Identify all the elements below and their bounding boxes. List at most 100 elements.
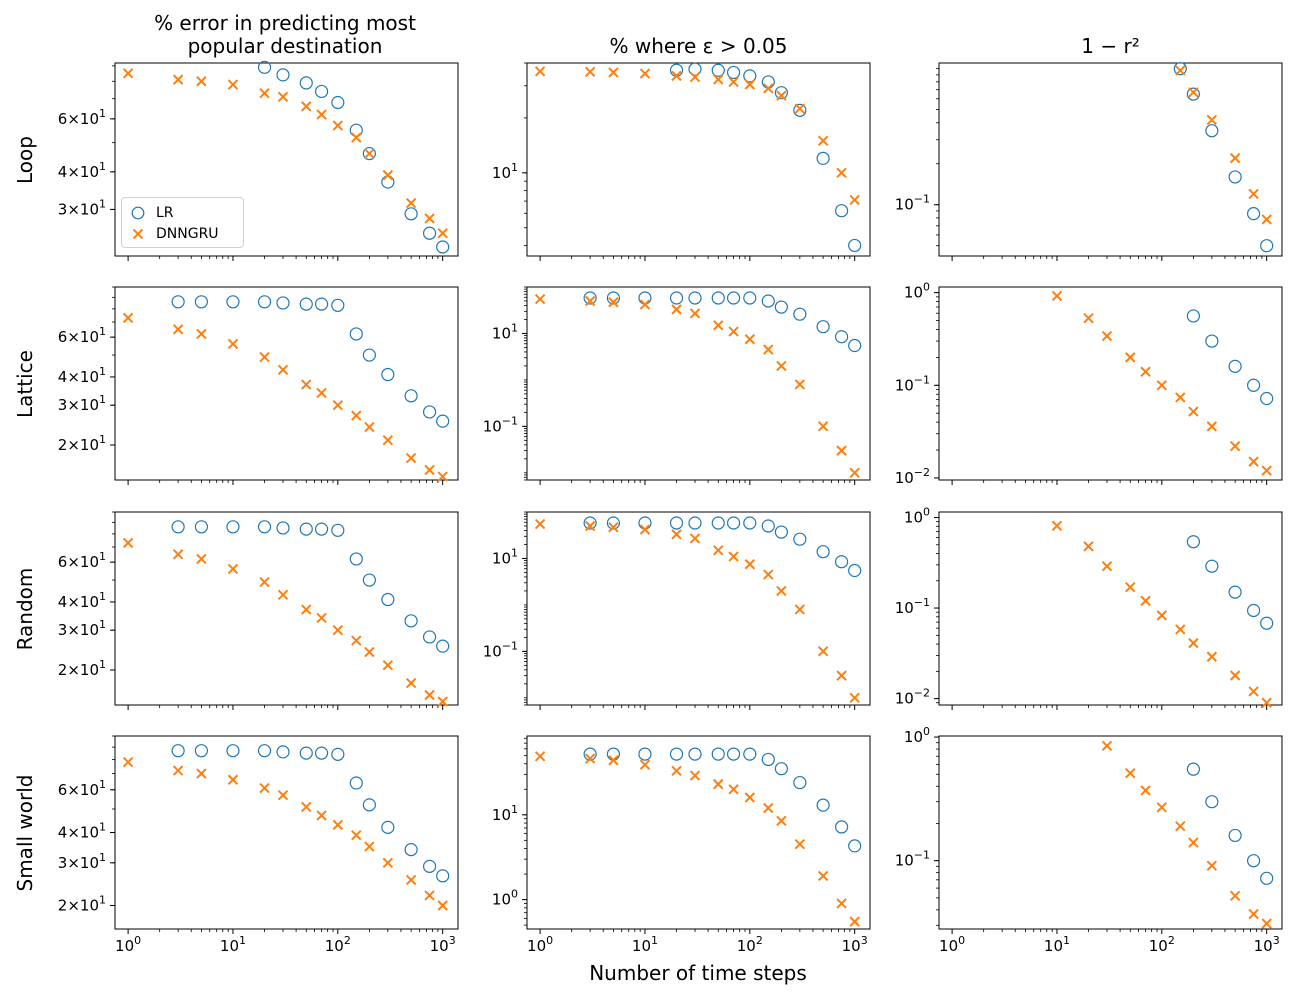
point-lr bbox=[1205, 559, 1219, 573]
x-tick-label: 102 bbox=[325, 934, 351, 955]
point-lr bbox=[743, 69, 757, 83]
x-tick-label: 100 bbox=[939, 934, 965, 955]
point-dnngru bbox=[744, 334, 756, 345]
point-lr bbox=[404, 614, 418, 628]
point-dnngru bbox=[364, 421, 375, 433]
point-lr bbox=[331, 95, 345, 110]
point-lr bbox=[1186, 87, 1200, 101]
point-dnngru bbox=[301, 379, 312, 390]
point-dnngru bbox=[1229, 890, 1241, 901]
point-dnngru bbox=[1083, 312, 1094, 324]
point-dnngru bbox=[382, 434, 394, 446]
point-lr bbox=[669, 291, 684, 305]
point-dnngru bbox=[584, 753, 596, 764]
point-dnngru bbox=[1140, 785, 1151, 796]
point-dnngru bbox=[817, 646, 829, 657]
point-dnngru bbox=[351, 410, 362, 421]
point-lr bbox=[1228, 359, 1242, 373]
point-dnngru bbox=[639, 759, 651, 770]
point-dnngru bbox=[534, 518, 546, 530]
point-dnngru bbox=[227, 338, 239, 350]
axes-frame bbox=[114, 286, 459, 481]
point-dnngru bbox=[1248, 188, 1259, 200]
point-dnngru bbox=[172, 324, 184, 335]
point-lr bbox=[848, 238, 862, 253]
point-lr bbox=[194, 295, 208, 309]
row-label-small-world: Small world bbox=[13, 774, 37, 892]
point-lr bbox=[848, 563, 862, 578]
point-dnngru bbox=[794, 379, 806, 390]
y-tick-label: 10−1 bbox=[895, 849, 930, 870]
point-dnngru bbox=[227, 79, 239, 90]
y-tick-label: 100 bbox=[492, 888, 518, 909]
point-dnngru bbox=[713, 74, 724, 85]
point-lr bbox=[331, 298, 345, 312]
point-dnngru bbox=[689, 770, 701, 781]
point-dnngru bbox=[259, 576, 270, 588]
legend-entry-lr: LR bbox=[130, 203, 174, 223]
point-dnngru bbox=[122, 537, 134, 549]
point-dnngru bbox=[316, 810, 327, 821]
x-tick-label: 100 bbox=[115, 934, 141, 955]
panel-loop-2: 10−1 bbox=[895, 62, 1283, 261]
axes-frame bbox=[938, 62, 1283, 257]
point-dnngru bbox=[1156, 610, 1168, 621]
panel-small-world-0: 100 101 102 103 6×101 4×101 3×101 2×101 bbox=[58, 735, 459, 955]
point-lr bbox=[711, 516, 725, 530]
point-dnngru bbox=[689, 533, 701, 544]
y-tick-label: 4×101 bbox=[58, 821, 106, 842]
col-title-error: % error in predicting most popular desti… bbox=[115, 12, 455, 58]
point-dnngru bbox=[332, 399, 344, 411]
point-lr bbox=[276, 68, 290, 82]
point-dnngru bbox=[763, 83, 774, 94]
axes-frame bbox=[526, 735, 871, 930]
point-lr bbox=[1260, 616, 1274, 630]
point-lr bbox=[194, 744, 208, 758]
point-lr bbox=[1228, 170, 1242, 184]
point-dnngru bbox=[836, 445, 847, 456]
point-lr bbox=[1260, 239, 1274, 253]
point-lr bbox=[816, 545, 830, 559]
point-lr bbox=[257, 520, 272, 534]
y-tick-label: 2×101 bbox=[58, 893, 106, 914]
point-dnngru bbox=[351, 829, 362, 841]
point-lr bbox=[726, 747, 741, 761]
point-lr bbox=[1246, 378, 1261, 392]
point-dnngru bbox=[763, 569, 774, 580]
x-tick-label: 101 bbox=[220, 934, 246, 955]
point-dnngru bbox=[728, 76, 739, 88]
point-dnngru bbox=[1175, 392, 1186, 403]
point-dnngru bbox=[849, 692, 860, 704]
point-dnngru bbox=[196, 76, 207, 87]
point-lr bbox=[314, 84, 329, 99]
point-dnngru bbox=[608, 297, 619, 308]
x-tick-label: 102 bbox=[1149, 934, 1175, 955]
x-tick-label: 101 bbox=[1044, 934, 1070, 955]
point-dnngru bbox=[332, 819, 344, 831]
point-lr bbox=[226, 744, 240, 758]
point-lr bbox=[711, 63, 725, 77]
point-dnngru bbox=[259, 88, 270, 99]
point-lr bbox=[583, 291, 597, 305]
point-dnngru bbox=[351, 132, 362, 143]
point-dnngru bbox=[639, 68, 651, 79]
y-tick-label: 101 bbox=[492, 803, 518, 824]
point-lr bbox=[314, 746, 329, 760]
point-dnngru bbox=[713, 778, 724, 790]
y-tick-label: 100 bbox=[904, 725, 930, 746]
point-dnngru bbox=[776, 815, 787, 826]
point-lr bbox=[436, 639, 450, 653]
point-dnngru bbox=[1248, 456, 1259, 467]
point-dnngru bbox=[1101, 330, 1113, 342]
point-dnngru bbox=[196, 328, 207, 340]
point-dnngru bbox=[227, 563, 239, 575]
y-tick-label: 10−1 bbox=[895, 373, 930, 394]
point-dnngru bbox=[836, 670, 847, 681]
y-tick-label: 4×101 bbox=[58, 160, 106, 181]
point-dnngru bbox=[1206, 860, 1218, 871]
point-dnngru bbox=[1248, 686, 1259, 697]
point-dnngru bbox=[122, 68, 134, 79]
panel-loop-0: 6×101 4×101 3×101 bbox=[58, 60, 459, 261]
legend-label-lr: LR bbox=[156, 205, 174, 221]
point-lr bbox=[331, 747, 345, 761]
